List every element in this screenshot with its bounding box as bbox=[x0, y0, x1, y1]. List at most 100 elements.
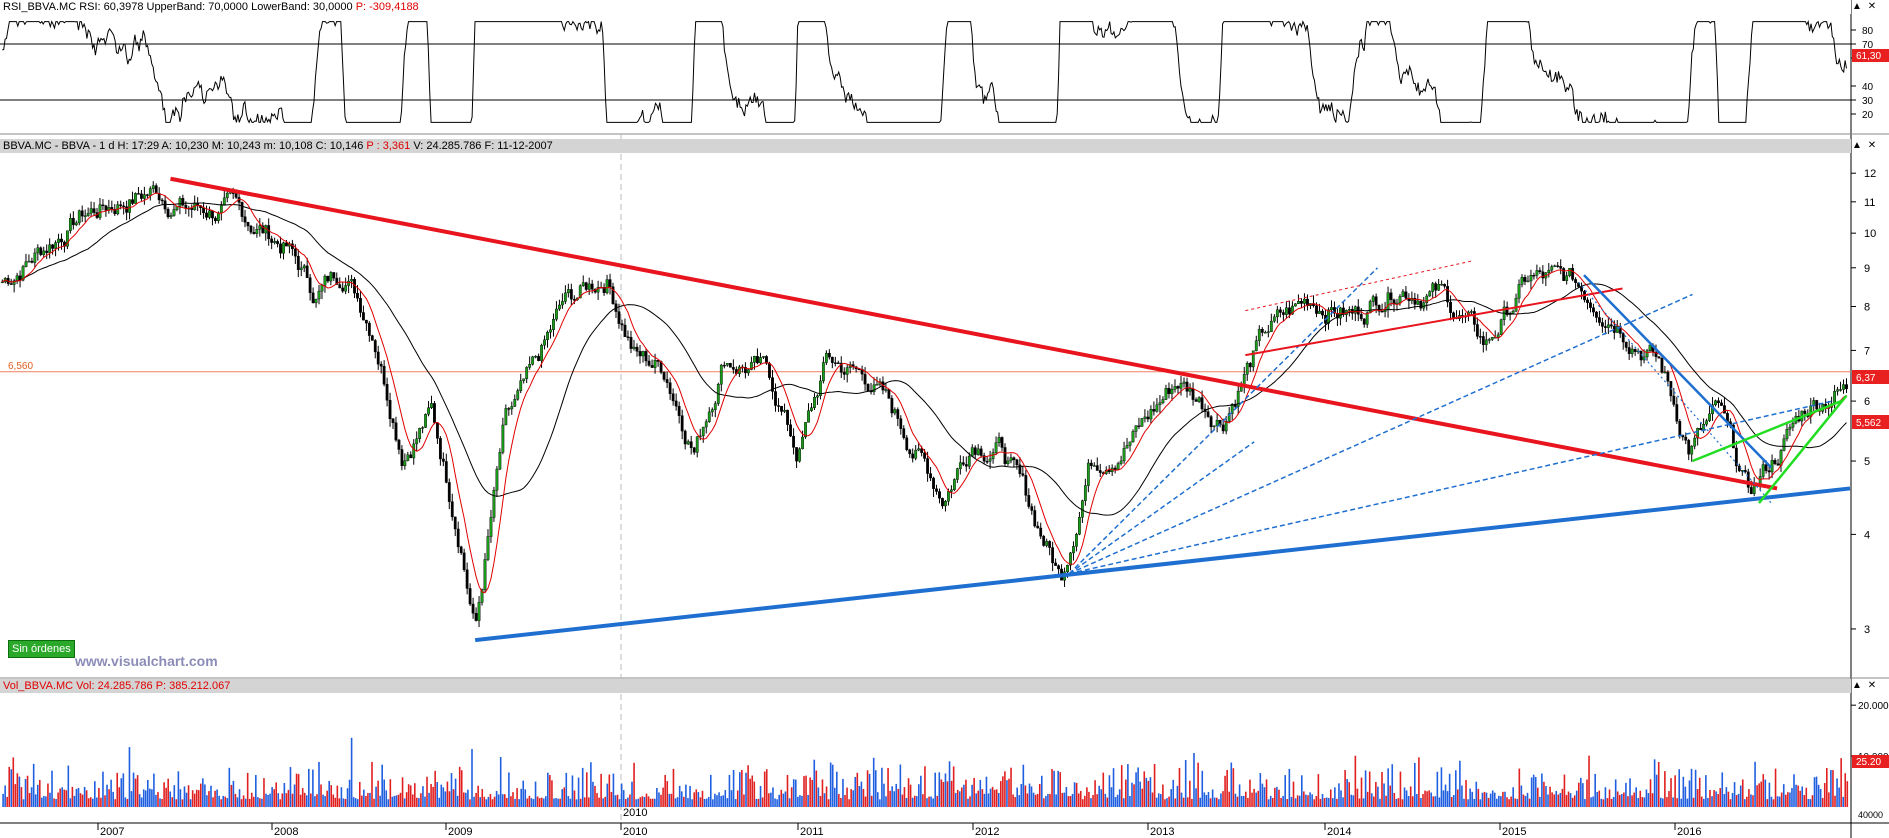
volume-bar bbox=[53, 798, 55, 807]
volume-bar bbox=[730, 790, 733, 807]
volume-bar bbox=[1073, 782, 1076, 807]
volume-bar bbox=[697, 792, 700, 807]
volume-bar bbox=[1618, 794, 1621, 807]
volume-bar bbox=[1434, 796, 1437, 807]
volume-bar bbox=[1532, 774, 1535, 807]
candle-body bbox=[350, 279, 353, 282]
volume-bar bbox=[265, 793, 267, 807]
volume-bar bbox=[1135, 772, 1137, 807]
volume-bar bbox=[1668, 791, 1670, 807]
volume-bar bbox=[1795, 784, 1797, 807]
volume-bar bbox=[590, 762, 592, 807]
volume-bar bbox=[1346, 779, 1348, 807]
candle-body bbox=[1315, 305, 1318, 314]
volume-bar bbox=[1240, 795, 1243, 807]
volume-bar bbox=[1071, 793, 1074, 807]
candle-body bbox=[1446, 286, 1449, 303]
candle-body bbox=[21, 266, 25, 281]
volume-bar bbox=[542, 798, 545, 807]
volume-bar bbox=[534, 781, 537, 807]
candle-body bbox=[804, 422, 807, 438]
volume-bar bbox=[350, 737, 353, 807]
volume-bar bbox=[287, 789, 290, 807]
price-scroll-up-icon[interactable]: ▲ bbox=[1852, 140, 1862, 151]
volume-bar bbox=[1655, 774, 1658, 807]
volume-bar bbox=[508, 772, 510, 807]
volume-bar bbox=[1166, 798, 1168, 807]
price-axis-label: 6 bbox=[1864, 396, 1870, 408]
price-header-text: BBVA.MC - BBVA - 1 d H: 17:29 A: 10,230 … bbox=[3, 139, 553, 153]
volume-bar bbox=[1711, 796, 1713, 807]
volume-bar bbox=[631, 781, 633, 807]
volume-bar bbox=[842, 778, 844, 807]
candle-body bbox=[1708, 413, 1711, 421]
volume-bar bbox=[757, 798, 760, 807]
volume-axis-bottom-label: 40000 bbox=[1858, 810, 1883, 820]
candle-body bbox=[1149, 409, 1153, 420]
volume-bar bbox=[132, 772, 135, 807]
candle-body bbox=[45, 250, 49, 253]
volume-bar bbox=[1327, 797, 1330, 807]
volume-bar bbox=[240, 799, 243, 807]
volume-bar bbox=[594, 785, 596, 807]
candle-body bbox=[370, 335, 374, 341]
volume-bar bbox=[503, 794, 506, 807]
rsi-close-icon[interactable]: ✕ bbox=[1867, 1, 1877, 12]
volume-close-icon[interactable]: ✕ bbox=[1867, 680, 1877, 691]
candle-body bbox=[1398, 296, 1402, 304]
volume-bar bbox=[485, 799, 488, 807]
volume-bar bbox=[312, 769, 314, 807]
volume-bar bbox=[683, 796, 685, 807]
volume-bar bbox=[1430, 792, 1432, 807]
volume-bar bbox=[899, 764, 902, 807]
candle-body bbox=[560, 301, 564, 306]
candle-body bbox=[842, 372, 846, 375]
volume-bar bbox=[1436, 771, 1439, 807]
candle-body bbox=[1413, 298, 1417, 305]
volume-bar bbox=[371, 761, 373, 807]
volume-bar bbox=[1100, 789, 1103, 807]
rsi-scroll-up-icon[interactable]: ▲ bbox=[1852, 1, 1862, 12]
candle-body bbox=[1194, 399, 1198, 402]
volume-bar bbox=[1826, 767, 1828, 807]
volume-bar bbox=[1828, 792, 1830, 807]
volume-bar bbox=[1457, 789, 1459, 807]
candle-body bbox=[385, 384, 389, 401]
volume-bar bbox=[1110, 787, 1113, 807]
volume-bar bbox=[167, 778, 169, 807]
volume-bar bbox=[1563, 774, 1566, 807]
volume-bar bbox=[1815, 776, 1818, 807]
volume-bar bbox=[893, 791, 896, 807]
volume-bar bbox=[83, 786, 86, 807]
volume-bar bbox=[1047, 793, 1049, 807]
volume-bar bbox=[1157, 793, 1160, 807]
volume-bar bbox=[745, 772, 747, 807]
volume-bar bbox=[567, 796, 570, 807]
volume-bar bbox=[18, 776, 21, 807]
volume-bar bbox=[514, 798, 516, 807]
volume-bar bbox=[983, 793, 986, 807]
volume-bar bbox=[1446, 791, 1449, 807]
volume-bar bbox=[1438, 797, 1441, 807]
candle-body bbox=[71, 218, 75, 226]
candle-body bbox=[813, 396, 816, 408]
volume-bar bbox=[1577, 782, 1580, 807]
candle-body bbox=[926, 458, 929, 474]
volume-bar bbox=[526, 798, 529, 807]
volume-bar bbox=[784, 791, 787, 807]
volume-bar bbox=[1625, 782, 1627, 807]
volume-bar bbox=[751, 775, 754, 807]
volume-bar bbox=[1733, 782, 1736, 807]
candle-body bbox=[1624, 341, 1628, 348]
price-close-icon[interactable]: ✕ bbox=[1867, 140, 1877, 151]
volume-bar bbox=[1366, 791, 1369, 807]
volume-bar bbox=[1844, 773, 1847, 807]
volume-bar bbox=[664, 774, 666, 807]
volume-bar bbox=[308, 768, 310, 807]
volume-bar bbox=[436, 782, 439, 807]
candle-body bbox=[110, 207, 114, 210]
volume-bar bbox=[151, 789, 153, 807]
orders-status-badge[interactable]: Sin órdenes bbox=[8, 640, 75, 658]
volume-scroll-up-icon[interactable]: ▲ bbox=[1852, 680, 1862, 691]
volume-bar bbox=[491, 799, 494, 807]
